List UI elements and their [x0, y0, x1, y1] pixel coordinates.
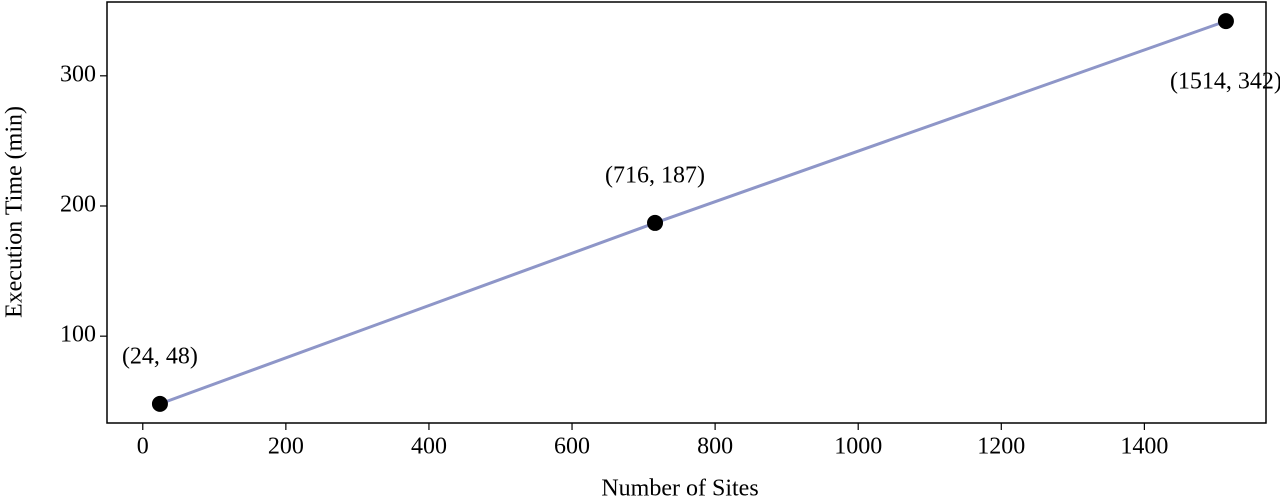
y-tick-label: 200: [60, 191, 96, 217]
line: [159, 19, 1227, 406]
y-axis-label: Execution Time (min): [2, 106, 28, 318]
point: [1217, 13, 1234, 30]
x-tick-label: 400: [411, 434, 447, 460]
x-tick-label: 1200: [977, 434, 1025, 460]
x-axis-label: Number of Sites: [601, 476, 758, 502]
data-label: (1514, 342): [1170, 69, 1280, 95]
x-tick-label: 800: [697, 434, 733, 460]
y-tick-label: 100: [60, 322, 96, 348]
x-tick-label: 0: [137, 434, 149, 460]
x-tick-label: 600: [554, 434, 590, 460]
x-tick-label: 1400: [1120, 434, 1168, 460]
y-tick-label: 300: [60, 61, 96, 87]
plot-frame: [106, 1, 1267, 424]
point: [647, 214, 664, 231]
point: [151, 395, 168, 412]
data-label: (24, 48): [122, 343, 198, 369]
x-tick-label: 200: [268, 434, 304, 460]
x-tick-label: 1000: [834, 434, 882, 460]
data-label: (716, 187): [605, 162, 705, 188]
